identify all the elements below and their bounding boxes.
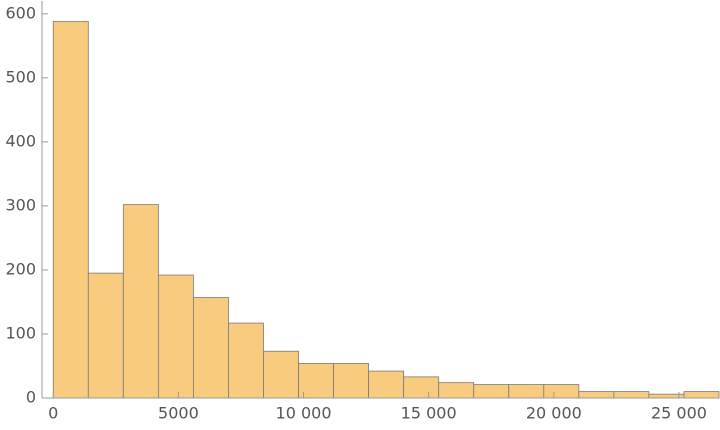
x-tick-label: 0 [48,404,58,423]
bar [228,322,264,399]
x-tick-label: 10 000 [276,404,332,423]
y-tick-label: 600 [5,3,36,22]
x-tick-label: 25 000 [651,404,707,423]
bar [87,272,124,399]
bar [122,204,159,399]
y-tick-label: 0 [26,388,36,407]
y-tick-label: 200 [5,259,36,278]
bar [508,384,545,399]
y-tick-label: 300 [5,195,36,214]
y-tick-label: 100 [5,323,36,342]
bar [473,384,510,399]
bar [157,274,194,399]
bar [333,363,370,399]
bar [438,382,475,399]
bar [578,391,615,399]
bar [52,21,89,399]
y-tick-label: 500 [5,67,36,86]
x-tick-label: 20 000 [526,404,582,423]
bar [543,384,580,399]
bar [683,391,720,399]
bar [613,391,650,399]
bar [193,297,229,399]
bar [368,370,405,399]
x-tick-label: 5000 [158,404,199,423]
bar [263,350,299,399]
x-tick-label: 15 000 [401,404,457,423]
y-tick-label: 400 [5,131,36,150]
bar [403,376,440,399]
bar [298,363,334,399]
